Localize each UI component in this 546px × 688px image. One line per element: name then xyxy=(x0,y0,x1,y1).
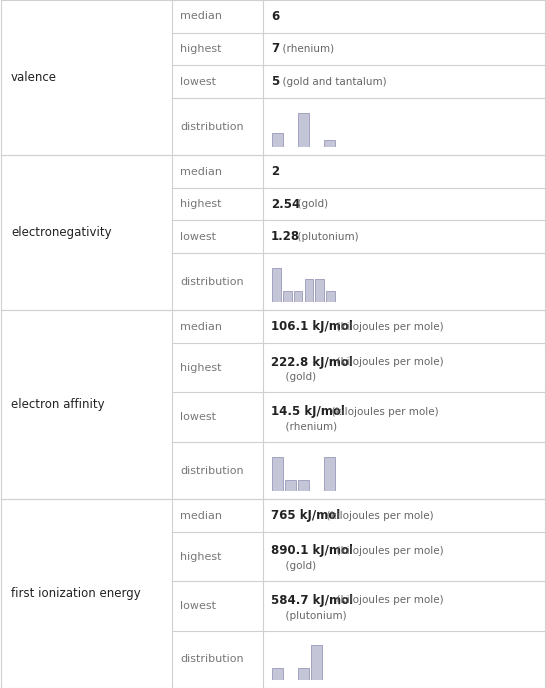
Text: median: median xyxy=(180,322,222,332)
Text: highest: highest xyxy=(180,199,222,209)
Bar xyxy=(298,113,308,147)
Text: highest: highest xyxy=(180,552,222,561)
Text: distribution: distribution xyxy=(180,122,244,131)
Bar xyxy=(272,669,283,680)
Text: 6: 6 xyxy=(271,10,279,23)
Text: 2: 2 xyxy=(271,165,279,178)
Text: median: median xyxy=(180,11,222,21)
Text: 765 kJ/mol: 765 kJ/mol xyxy=(271,509,340,522)
Bar xyxy=(324,140,335,147)
Text: 2.54: 2.54 xyxy=(271,197,300,211)
Text: distribution: distribution xyxy=(180,654,244,665)
Text: electron affinity: electron affinity xyxy=(11,398,105,411)
Bar xyxy=(324,457,335,491)
Text: median: median xyxy=(180,510,222,521)
Text: lowest: lowest xyxy=(180,232,216,241)
Text: (gold): (gold) xyxy=(279,561,316,571)
Text: (plutonium): (plutonium) xyxy=(290,232,358,241)
Text: lowest: lowest xyxy=(180,601,216,611)
Text: first ionization energy: first ionization energy xyxy=(11,587,141,600)
Text: lowest: lowest xyxy=(180,412,216,422)
Text: 584.7 kJ/mol: 584.7 kJ/mol xyxy=(271,594,353,607)
Bar xyxy=(298,669,308,680)
Text: highest: highest xyxy=(180,363,222,373)
Bar xyxy=(327,291,335,303)
Text: distribution: distribution xyxy=(180,277,244,287)
Text: 222.8 kJ/mol: 222.8 kJ/mol xyxy=(271,356,353,369)
Text: (rhenium): (rhenium) xyxy=(279,422,337,432)
Text: (plutonium): (plutonium) xyxy=(279,611,347,621)
Text: 14.5 kJ/mol: 14.5 kJ/mol xyxy=(271,405,345,418)
Text: electronegativity: electronegativity xyxy=(11,226,111,239)
Bar xyxy=(272,268,281,303)
Text: lowest: lowest xyxy=(180,76,216,87)
Bar xyxy=(316,279,324,303)
Bar xyxy=(305,279,313,303)
Text: 5: 5 xyxy=(271,75,279,88)
Text: median: median xyxy=(180,166,222,177)
Text: (kilojoules per mole): (kilojoules per mole) xyxy=(325,407,439,417)
Text: (kilojoules per mole): (kilojoules per mole) xyxy=(321,510,434,521)
Bar xyxy=(286,480,296,491)
Text: valence: valence xyxy=(11,71,57,84)
Text: 106.1 kJ/mol: 106.1 kJ/mol xyxy=(271,320,353,333)
Bar xyxy=(311,645,322,680)
Text: distribution: distribution xyxy=(180,466,244,475)
Text: (rhenium): (rhenium) xyxy=(276,44,334,54)
Bar xyxy=(283,291,292,303)
Bar xyxy=(298,480,308,491)
Bar xyxy=(272,133,283,147)
Text: (gold): (gold) xyxy=(290,199,328,209)
Text: (kilojoules per mole): (kilojoules per mole) xyxy=(330,357,444,367)
Bar xyxy=(272,457,283,491)
Text: 7: 7 xyxy=(271,43,279,56)
Text: 1.28: 1.28 xyxy=(271,230,300,244)
Text: (gold and tantalum): (gold and tantalum) xyxy=(276,76,387,87)
Text: (kilojoules per mole): (kilojoules per mole) xyxy=(330,546,444,556)
Text: highest: highest xyxy=(180,44,222,54)
Text: (kilojoules per mole): (kilojoules per mole) xyxy=(330,595,444,605)
Text: (kilojoules per mole): (kilojoules per mole) xyxy=(330,322,444,332)
Bar xyxy=(294,291,302,303)
Text: (gold): (gold) xyxy=(279,372,316,383)
Text: 890.1 kJ/mol: 890.1 kJ/mol xyxy=(271,544,353,557)
